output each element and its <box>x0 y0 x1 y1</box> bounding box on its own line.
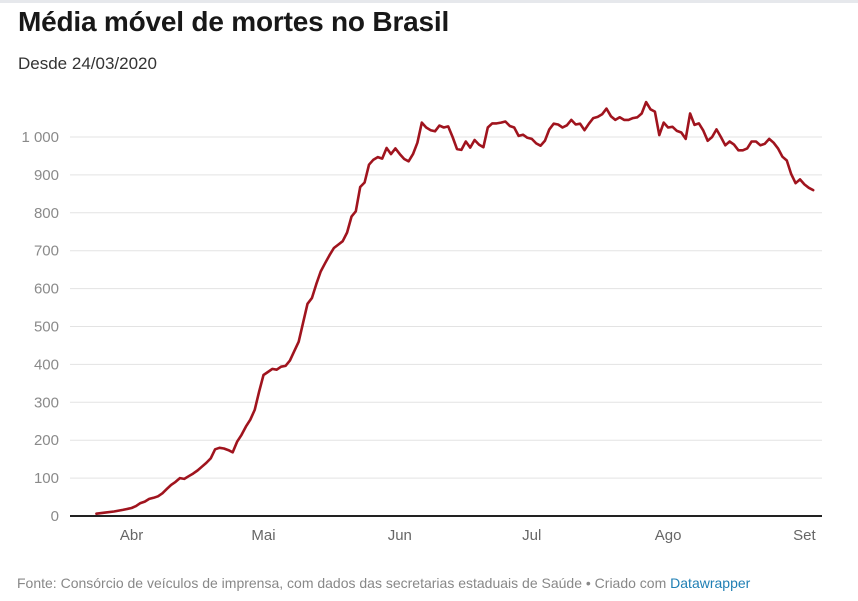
datawrapper-link[interactable]: Datawrapper <box>670 575 750 591</box>
x-tick-label-ago: Ago <box>655 527 682 544</box>
y-tick-label: 800 <box>34 205 59 222</box>
y-tick-label: 100 <box>34 470 59 487</box>
source-note: Fonte: Consórcio de veículos de imprensa… <box>17 575 582 591</box>
x-tick-label-set: Set <box>793 527 816 544</box>
x-tick-label-mai: Mai <box>251 527 275 544</box>
y-tick-label: 600 <box>34 281 59 298</box>
y-tick-label: 200 <box>34 432 59 449</box>
x-tick-label-jul: Jul <box>522 527 541 544</box>
y-tick-label: 700 <box>34 243 59 260</box>
series-line-media-movel <box>96 102 813 514</box>
created-with-label: Criado com <box>595 575 667 591</box>
x-axis-tick-labels: Abr Mai Jun Jul Ago Set <box>120 527 817 544</box>
y-tick-label: 400 <box>34 356 59 373</box>
x-tick-label-jun: Jun <box>388 527 412 544</box>
y-tick-label: 0 <box>51 508 59 525</box>
gridlines <box>70 137 822 478</box>
line-chart: 0 100 200 300 400 500 600 700 800 900 1 000 Abr Mai… <box>0 0 858 601</box>
footer-separator: • <box>586 575 591 591</box>
y-axis-tick-labels: 0 100 200 300 400 500 600 700 800 900 1 000 <box>21 129 59 525</box>
y-tick-label: 500 <box>34 319 59 336</box>
footer: Fonte: Consórcio de veículos de imprensa… <box>17 575 750 591</box>
y-tick-label: 300 <box>34 394 59 411</box>
x-tick-label-abr: Abr <box>120 527 143 544</box>
y-tick-label: 1 000 <box>21 129 59 146</box>
y-tick-label: 900 <box>34 167 59 184</box>
